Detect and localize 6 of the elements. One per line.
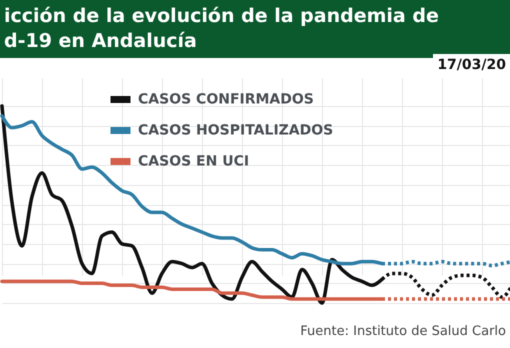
legend-label: CASOS EN UCI (138, 154, 250, 170)
chart-title: icción de la evolución de la pandemia de d-19 en Andalucía (0, 0, 510, 58)
source-note: Fuente: Instituto de Salud Carlo (300, 324, 506, 339)
legend-label: CASOS CONFIRMADOS (138, 92, 314, 108)
legend-label: CASOS HOSPITALIZADOS (138, 122, 334, 138)
chart-subtitle: 17/03/20 (433, 54, 510, 76)
